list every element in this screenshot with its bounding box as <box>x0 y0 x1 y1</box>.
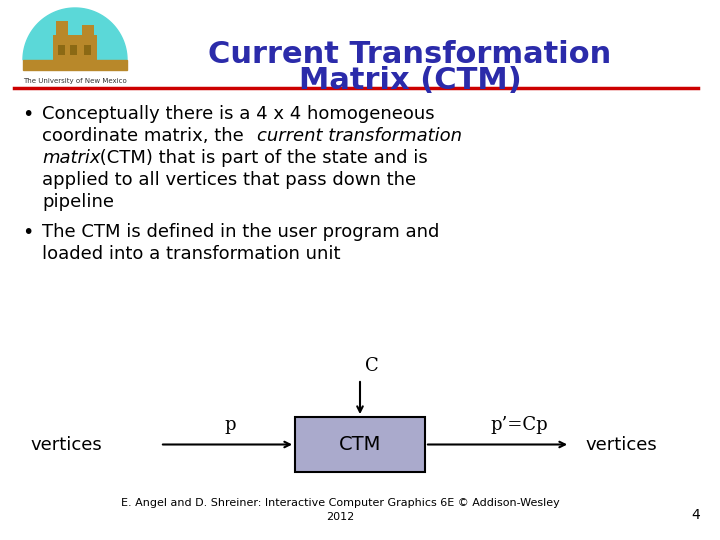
Bar <box>56 21 68 35</box>
Text: p’=Cp: p’=Cp <box>490 416 548 435</box>
Text: p: p <box>224 416 235 435</box>
Bar <box>53 35 97 65</box>
Text: Matrix (CTM): Matrix (CTM) <box>299 66 521 95</box>
Text: CTM: CTM <box>339 435 381 454</box>
Text: Current Transformation: Current Transformation <box>208 40 611 69</box>
Text: vertices: vertices <box>30 435 102 454</box>
Text: •: • <box>22 223 33 242</box>
Text: C: C <box>365 357 379 375</box>
Text: loaded into a transformation unit: loaded into a transformation unit <box>42 245 341 263</box>
Text: (CTM) that is part of the state and is: (CTM) that is part of the state and is <box>94 149 428 167</box>
Bar <box>82 25 94 35</box>
Text: •: • <box>22 105 33 124</box>
Bar <box>70 45 77 55</box>
Bar <box>84 45 91 55</box>
Text: pipeline: pipeline <box>42 193 114 211</box>
Text: applied to all vertices that pass down the: applied to all vertices that pass down t… <box>42 171 416 189</box>
Text: Conceptually there is a 4 x 4 homogeneous: Conceptually there is a 4 x 4 homogeneou… <box>42 105 435 123</box>
Text: vertices: vertices <box>585 435 657 454</box>
Polygon shape <box>23 8 127 60</box>
Text: current transformation: current transformation <box>257 127 462 145</box>
Bar <box>295 417 425 472</box>
Text: E. Angel and D. Shreiner: Interactive Computer Graphics 6E © Addison-Wesley
2012: E. Angel and D. Shreiner: Interactive Co… <box>121 498 559 522</box>
Text: coordinate matrix, the: coordinate matrix, the <box>42 127 250 145</box>
Bar <box>58 45 65 55</box>
Text: 4: 4 <box>691 508 700 522</box>
Text: matrix: matrix <box>42 149 101 167</box>
Text: The University of New Mexico: The University of New Mexico <box>23 78 127 84</box>
Polygon shape <box>23 60 127 70</box>
Text: The CTM is defined in the user program and: The CTM is defined in the user program a… <box>42 223 439 241</box>
